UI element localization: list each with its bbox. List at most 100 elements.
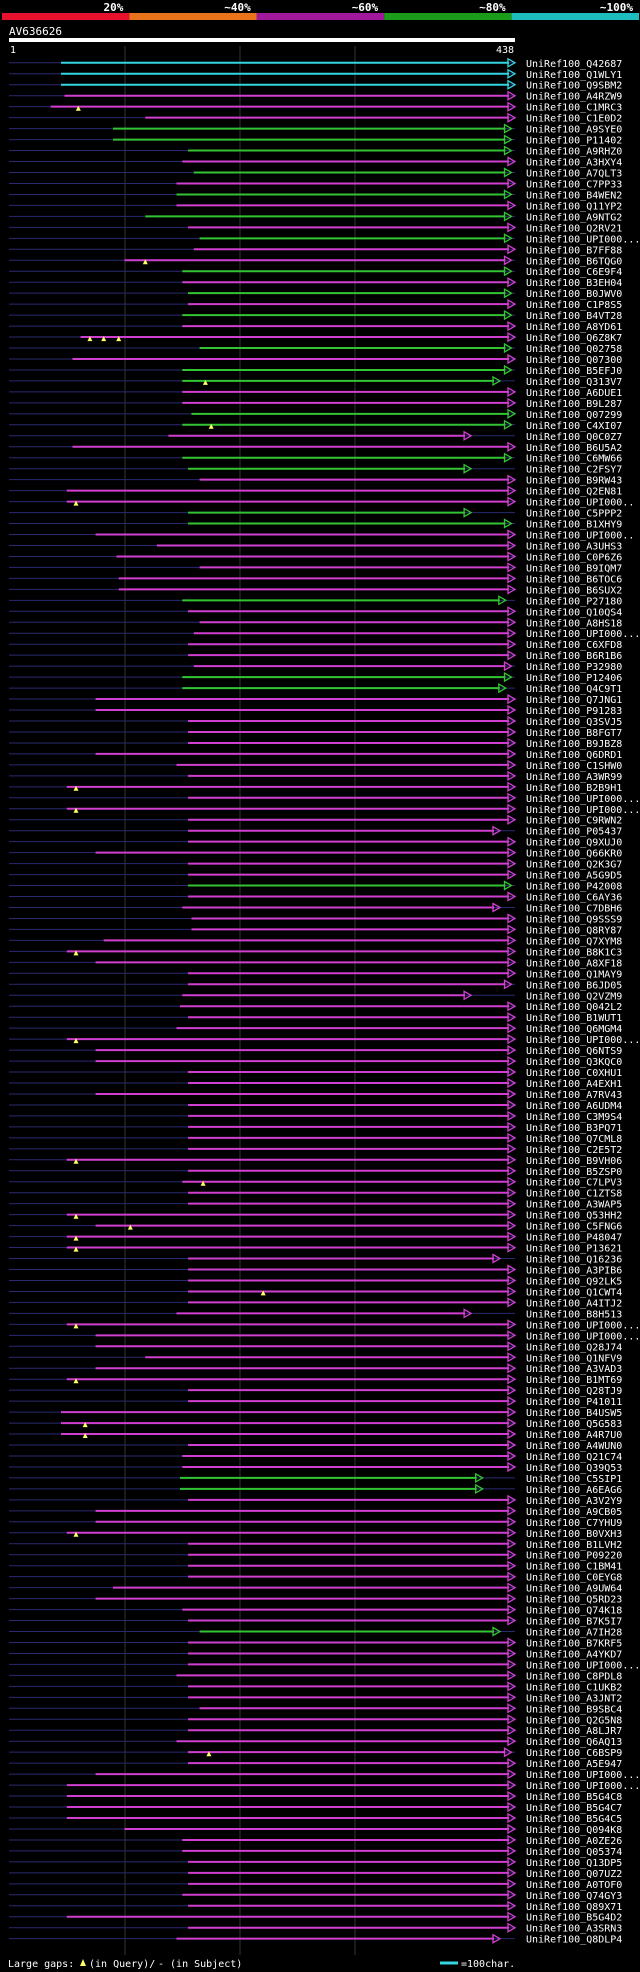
hit-name[interactable]: UniRef100_B4WEN2 <box>526 190 622 201</box>
hit-name[interactable]: UniRef100_P09220 <box>526 1551 622 1562</box>
hit-name[interactable]: UniRef100_B9JBZ8 <box>526 739 622 750</box>
hit-name[interactable]: UniRef100_B5ZSP0 <box>526 1167 622 1178</box>
hit-name[interactable]: UniRef100_B8H513 <box>526 1309 622 1320</box>
hit-name[interactable]: UniRef100_A9CB05 <box>526 1507 622 1518</box>
hit-name[interactable]: UniRef100_UPI000... <box>526 1331 640 1342</box>
hit-name[interactable]: UniRef100_B6TOC6 <box>526 574 622 585</box>
hit-name[interactable]: UniRef100_A9SYE0 <box>526 125 622 136</box>
hit-name[interactable]: UniRef100_B1MT69 <box>526 1375 622 1386</box>
hit-name[interactable]: UniRef100_P12406 <box>526 673 622 684</box>
hit-name[interactable]: UniRef100_Q2EN81 <box>526 487 622 498</box>
hit-name[interactable]: UniRef100_B0VXH3 <box>526 1529 622 1540</box>
hit-name[interactable]: UniRef100_B1XHY9 <box>526 520 622 531</box>
hit-name[interactable]: UniRef100_P91283 <box>526 706 622 717</box>
hit-name[interactable]: UniRef100_B5G4C8 <box>526 1792 622 1803</box>
hit-name[interactable]: UniRef100_Q16236 <box>526 1255 622 1266</box>
hit-name[interactable]: UniRef100_C1ZTS8 <box>526 1189 622 1200</box>
hit-name[interactable]: UniRef100_Q10QS4 <box>526 607 622 618</box>
hit-name[interactable]: UniRef100_C7PP33 <box>526 180 622 191</box>
hit-name[interactable]: UniRef100_B7FF88 <box>526 245 622 256</box>
hit-name[interactable]: UniRef100_B5G4C7 <box>526 1803 622 1814</box>
hit-name[interactable]: UniRef100_C5PPP2 <box>526 509 622 520</box>
hit-name[interactable]: UniRef100_B9VH06 <box>526 1156 622 1167</box>
hit-name[interactable]: UniRef100_B3EH04 <box>526 278 622 289</box>
hit-name[interactable]: UniRef100_C1UKB2 <box>526 1682 622 1693</box>
hit-name[interactable]: UniRef100_B8FGT7 <box>526 728 622 739</box>
hit-name[interactable]: UniRef100_C4XI07 <box>526 421 622 432</box>
hit-name[interactable]: UniRef100_C7LPV3 <box>526 1178 622 1189</box>
hit-name[interactable]: UniRef100_Q4C9T1 <box>526 684 622 695</box>
hit-name[interactable]: UniRef100_A6DUE1 <box>526 388 622 399</box>
hit-name[interactable]: UniRef100_A3HXY4 <box>526 158 622 169</box>
hit-name[interactable]: UniRef100_Q07300 <box>526 355 622 366</box>
hit-name[interactable]: UniRef100_P05437 <box>526 827 622 838</box>
hit-name[interactable]: UniRef100_C7YHU9 <box>526 1518 622 1529</box>
hit-name[interactable]: UniRef100_UPI000.. <box>526 498 634 509</box>
hit-name[interactable]: UniRef100_A7RV43 <box>526 1090 622 1101</box>
hit-name[interactable]: UniRef100_A5E947 <box>526 1759 622 1770</box>
hit-name[interactable]: UniRef100_Q07299 <box>526 410 622 421</box>
hit-name[interactable]: UniRef100_UPI000... <box>526 629 640 640</box>
hit-name[interactable]: UniRef100_B4USW5 <box>526 1408 622 1419</box>
hit-name[interactable]: UniRef100_A8HS18 <box>526 618 622 629</box>
hit-name[interactable]: UniRef100_C5SIP1 <box>526 1474 622 1485</box>
hit-name[interactable]: UniRef100_A4ITJ2 <box>526 1298 622 1309</box>
hit-name[interactable]: UniRef100_P48047 <box>526 1233 622 1244</box>
hit-name[interactable]: UniRef100_C6BSP9 <box>526 1748 622 1759</box>
hit-name[interactable]: UniRef100_Q28TJ9 <box>526 1386 622 1397</box>
hit-name[interactable]: UniRef100_A4RZW9 <box>526 92 622 103</box>
hit-name[interactable]: UniRef100_Q1CWT4 <box>526 1287 622 1298</box>
hit-name[interactable]: UniRef100_P32980 <box>526 662 622 673</box>
hit-name[interactable]: UniRef100_A8XF18 <box>526 958 622 969</box>
hit-name[interactable]: UniRef100_A9RHZ0 <box>526 147 622 158</box>
hit-name[interactable]: UniRef100_A4YKD7 <box>526 1650 622 1661</box>
hit-name[interactable]: UniRef100_C1MRC3 <box>526 103 622 114</box>
hit-name[interactable]: UniRef100_B5G4D2 <box>526 1913 622 1924</box>
hit-name[interactable]: UniRef100_C9RWN2 <box>526 816 622 827</box>
hit-name[interactable]: UniRef100_Q42687 <box>526 59 622 70</box>
hit-name[interactable]: UniRef100_A3SRN3 <box>526 1924 622 1935</box>
hit-name[interactable]: UniRef100_A4R7U0 <box>526 1430 622 1441</box>
hit-name[interactable]: UniRef100_C0P6Z6 <box>526 553 622 564</box>
hit-name[interactable]: UniRef100_B9IQM7 <box>526 563 622 574</box>
hit-name[interactable]: UniRef100_Q6NTS9 <box>526 1046 622 1057</box>
hit-name[interactable]: UniRef100_Q66KR0 <box>526 849 622 860</box>
hit-name[interactable]: UniRef100_Q9XUJ0 <box>526 838 622 849</box>
hit-name[interactable]: UniRef100_A3WAP5 <box>526 1200 622 1211</box>
hit-name[interactable]: UniRef100_C5FNG6 <box>526 1222 622 1233</box>
hit-name[interactable]: UniRef100_P42008 <box>526 882 622 893</box>
hit-name[interactable]: UniRef100_B7KRF5 <box>526 1639 622 1650</box>
hit-name[interactable]: UniRef100_A3VAD3 <box>526 1364 622 1375</box>
hit-name[interactable]: UniRef100_Q7XYM8 <box>526 936 622 947</box>
hit-name[interactable]: UniRef100_C1E0D2 <box>526 114 622 125</box>
hit-name[interactable]: UniRef100_C7DBH6 <box>526 904 622 915</box>
hit-name[interactable]: UniRef100_C1SHW0 <box>526 761 622 772</box>
hit-name[interactable]: UniRef100_A8LJR7 <box>526 1726 622 1737</box>
hit-name[interactable]: UniRef100_C8PDL8 <box>526 1671 622 1682</box>
hit-name[interactable]: UniRef100_B9L287 <box>526 399 622 410</box>
hit-name[interactable]: UniRef100_Q05374 <box>526 1847 622 1858</box>
hit-name[interactable]: UniRef100_Q2K3G7 <box>526 860 622 871</box>
hit-name[interactable]: UniRef100_B6TQG0 <box>526 256 622 267</box>
hit-name[interactable]: UniRef100_A0ZE26 <box>526 1836 622 1847</box>
hit-name[interactable]: UniRef100_A7IH28 <box>526 1628 622 1639</box>
hit-name[interactable]: UniRef100_A9UW64 <box>526 1584 622 1595</box>
hit-name[interactable]: UniRef100_Q13DP5 <box>526 1858 622 1869</box>
hit-name[interactable]: UniRef100_Q9SBM2 <box>526 81 622 92</box>
hit-name[interactable]: UniRef100_UPI000... <box>526 805 640 816</box>
hit-name[interactable]: UniRef100_C1P8S5 <box>526 300 622 311</box>
hit-name[interactable]: UniRef100_Q8RY87 <box>526 925 622 936</box>
hit-name[interactable]: UniRef100_Q6MGM4 <box>526 1024 622 1035</box>
hit-name[interactable]: UniRef100_C0EYG8 <box>526 1573 622 1584</box>
hit-name[interactable]: UniRef100_B5G4C5 <box>526 1814 622 1825</box>
hit-name[interactable]: UniRef100_A4WUN0 <box>526 1441 622 1452</box>
hit-name[interactable]: UniRef100_A0TOF0 <box>526 1880 622 1891</box>
hit-name[interactable]: UniRef100_Q3SVJ5 <box>526 717 622 728</box>
hit-name[interactable]: UniRef100_UPI000.. <box>526 531 634 542</box>
hit-name[interactable]: UniRef100_Q28J74 <box>526 1342 622 1353</box>
hit-name[interactable]: UniRef100_P27180 <box>526 596 622 607</box>
hit-name[interactable]: UniRef100_A3V2Y9 <box>526 1496 622 1507</box>
hit-name[interactable]: UniRef100_A3JNT2 <box>526 1693 622 1704</box>
hit-name[interactable]: UniRef100_Q89X71 <box>526 1902 622 1913</box>
hit-name[interactable]: UniRef100_Q74K18 <box>526 1606 622 1617</box>
